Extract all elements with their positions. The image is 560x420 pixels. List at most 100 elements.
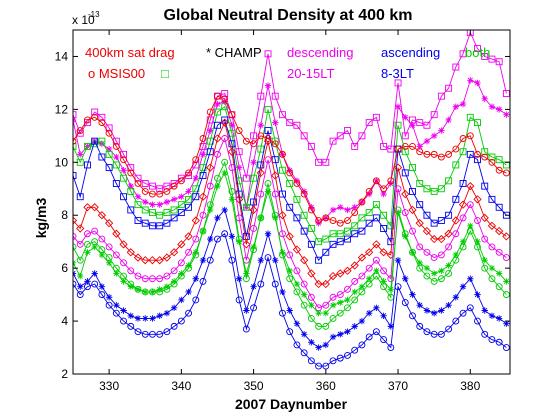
circle-marker (358, 272, 366, 280)
star-marker (351, 288, 358, 296)
circle-marker (423, 272, 431, 280)
star-marker (445, 116, 452, 124)
circle-marker (185, 169, 193, 177)
square-marker (423, 185, 431, 193)
square-marker (495, 203, 503, 211)
series-line (73, 137, 507, 309)
square-marker (242, 203, 250, 211)
diamond-marker (184, 232, 193, 241)
circle-marker (120, 259, 128, 267)
square-marker (322, 248, 330, 256)
y-tick-label: 8 (61, 208, 68, 222)
star-marker (380, 278, 387, 285)
circle-marker (387, 177, 395, 185)
star-marker (235, 275, 243, 282)
star-marker (481, 95, 488, 102)
circle-marker (351, 277, 359, 285)
diamond-marker (76, 224, 85, 233)
circle-marker (336, 219, 344, 227)
diamond-marker (487, 221, 497, 230)
square-marker (459, 180, 467, 187)
square-marker (344, 127, 351, 135)
circle-marker (170, 267, 178, 275)
star-marker (293, 320, 301, 327)
x-axis-label: 2007 Daynumber (235, 396, 348, 412)
star-marker (322, 341, 330, 349)
legend-annotations: 400km sat drag * CHAMP descending ascend… (85, 45, 490, 81)
square-marker (250, 132, 258, 140)
square-marker (170, 214, 178, 222)
star-marker (459, 283, 467, 290)
star-marker (438, 127, 445, 134)
star-marker (430, 309, 438, 317)
star-marker (127, 312, 134, 319)
circle-marker (214, 150, 221, 158)
square-marker (250, 198, 258, 206)
circle-marker (466, 227, 474, 235)
circle-marker (228, 256, 236, 264)
square-marker (185, 203, 193, 211)
square-marker (98, 113, 106, 121)
circle-marker (221, 95, 229, 103)
legend-20-15lt: 20-15LT (287, 66, 335, 81)
circle-marker (185, 264, 193, 272)
square-marker (293, 214, 301, 222)
circle-marker (344, 352, 351, 359)
circle-marker (322, 301, 330, 309)
circle-marker (293, 288, 301, 296)
diamond-marker (256, 168, 265, 178)
star-marker (250, 283, 257, 290)
square-marker (112, 161, 120, 169)
circle-marker (401, 299, 409, 307)
diamond-marker (191, 216, 200, 225)
star-marker (120, 307, 127, 314)
circle-marker (112, 264, 120, 272)
legend-champ: * CHAMP (206, 45, 262, 60)
circle-marker (73, 243, 77, 251)
circle-marker (409, 142, 416, 150)
square-marker (221, 90, 229, 97)
star-marker (430, 270, 438, 277)
circle-marker (163, 328, 171, 336)
star-marker (178, 193, 185, 200)
circle-marker (127, 280, 135, 288)
star-marker (300, 291, 308, 298)
data-series (73, 206, 510, 351)
diamond-marker (263, 137, 273, 146)
square-marker (474, 119, 481, 127)
circle-marker (416, 264, 424, 272)
square-marker (351, 222, 359, 230)
star-marker (84, 249, 91, 256)
star-marker (329, 333, 337, 341)
star-marker (142, 198, 149, 206)
square-marker (358, 214, 366, 222)
square-marker (83, 161, 91, 169)
diamond-marker (379, 248, 388, 257)
circle-marker (279, 230, 286, 238)
circle-marker (192, 251, 200, 259)
circle-marker (73, 280, 77, 288)
star-marker (402, 114, 409, 121)
circle-marker (199, 227, 207, 235)
star-marker (156, 201, 163, 208)
series-line (73, 105, 507, 243)
diamond-marker (307, 269, 316, 278)
x-tick-label: 370 (388, 379, 408, 393)
square-marker (430, 219, 438, 227)
square-marker (380, 225, 388, 232)
square-marker (264, 127, 272, 135)
circle-marker (329, 293, 337, 301)
star-marker (243, 270, 250, 277)
circle-marker (387, 344, 395, 351)
circle-marker (286, 251, 294, 259)
circle-marker (380, 185, 388, 193)
circle-marker (329, 357, 337, 365)
square-marker (279, 166, 286, 174)
circle-marker (134, 285, 142, 293)
star-marker (163, 309, 171, 317)
diamond-marker (422, 226, 432, 236)
square-marker (437, 217, 445, 224)
circle-marker (98, 119, 106, 127)
circle-marker (466, 201, 474, 209)
square-marker (170, 206, 178, 214)
